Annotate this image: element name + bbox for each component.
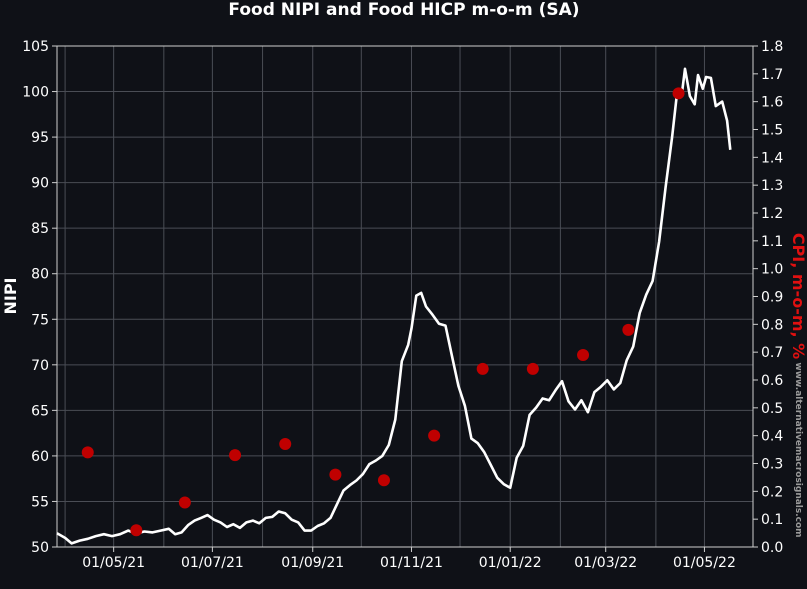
nipi-series-line [56,67,732,545]
y-right-tick-label: 0.1 [761,512,783,528]
y-right-tick-label: 1.2 [761,206,783,222]
y-right-tick-label: 0.9 [761,290,783,306]
x-tick-label: 01/03/22 [574,555,637,571]
cpi-point [672,87,685,100]
y-right-tick-label: 1.0 [761,262,783,278]
cpi-point [428,429,441,442]
y-right-tick-label: 1.6 [761,95,783,111]
cpi-point [178,496,191,509]
watermark: www.alternativemacrosignals.com [793,362,803,537]
y-right-tick-label: 1.1 [761,234,783,250]
cpi-point [476,362,489,375]
y-right-tick-label: 1.5 [761,123,783,139]
x-axis: 01/05/21 01/07/21 01/09/21 01/11/21 01/01/22… [82,547,736,571]
y-axis-left-label: NIPI [1,277,20,314]
cpi-point [526,362,539,375]
y-axis-right-label: CPI, m-o-m, % [789,233,807,359]
y-axis-left: 50 55 60 65 70 75 80 85 90 95 100 105 [22,39,57,556]
y-left-tick-label: 70 [31,358,49,374]
y-left-tick-label: 55 [31,494,49,510]
cpi-point [329,468,342,481]
cpi-point [622,323,635,336]
y-left-tick-label: 95 [31,130,49,146]
y-left-tick-label: 60 [31,449,49,465]
y-right-tick-label: 1.7 [761,67,783,83]
x-tick-label: 01/05/21 [82,555,145,571]
x-tick-label: 01/07/21 [181,555,244,571]
y-axis-right: 0.0 0.1 0.2 0.3 0.4 0.5 0.6 0.7 0.8 0.9 1.0 1.1 1.2 1… [753,39,783,556]
cpi-point [229,449,242,462]
cpi-point [130,524,143,537]
x-tick-label: 01/05/22 [673,555,736,571]
x-tick-label: 01/11/21 [380,555,443,571]
y-left-tick-label: 85 [31,221,49,237]
y-right-tick-label: 0.4 [761,429,783,445]
cpi-point [377,474,390,487]
y-right-tick-label: 0.7 [761,345,783,361]
cpi-point [279,438,292,451]
y-left-tick-label: 90 [31,176,49,192]
y-right-tick-label: 0.0 [761,540,783,556]
chart-title: Food NIPI and Food HICP m-o-m (SA) [228,0,579,20]
y-left-tick-label: 100 [22,85,49,101]
y-right-tick-label: 0.2 [761,484,783,500]
cpi-point [577,348,590,361]
x-tick-label: 01/01/22 [479,555,542,571]
y-right-tick-label: 1.8 [761,39,783,55]
y-left-tick-label: 50 [31,540,49,556]
x-tick-label: 01/09/21 [281,555,344,571]
y-right-tick-label: 0.3 [761,457,783,473]
y-left-tick-label: 80 [31,267,49,283]
cpi-point [81,446,94,459]
y-right-tick-label: 1.4 [761,150,783,166]
y-left-tick-label: 65 [31,403,49,419]
y-left-tick-label: 105 [22,39,49,55]
y-right-tick-label: 0.8 [761,317,783,333]
y-right-tick-label: 0.6 [761,373,783,389]
y-left-tick-label: 75 [31,312,49,328]
y-right-tick-label: 1.3 [761,178,783,194]
cpi-series-points [81,87,685,537]
y-right-tick-label: 0.5 [761,401,783,417]
